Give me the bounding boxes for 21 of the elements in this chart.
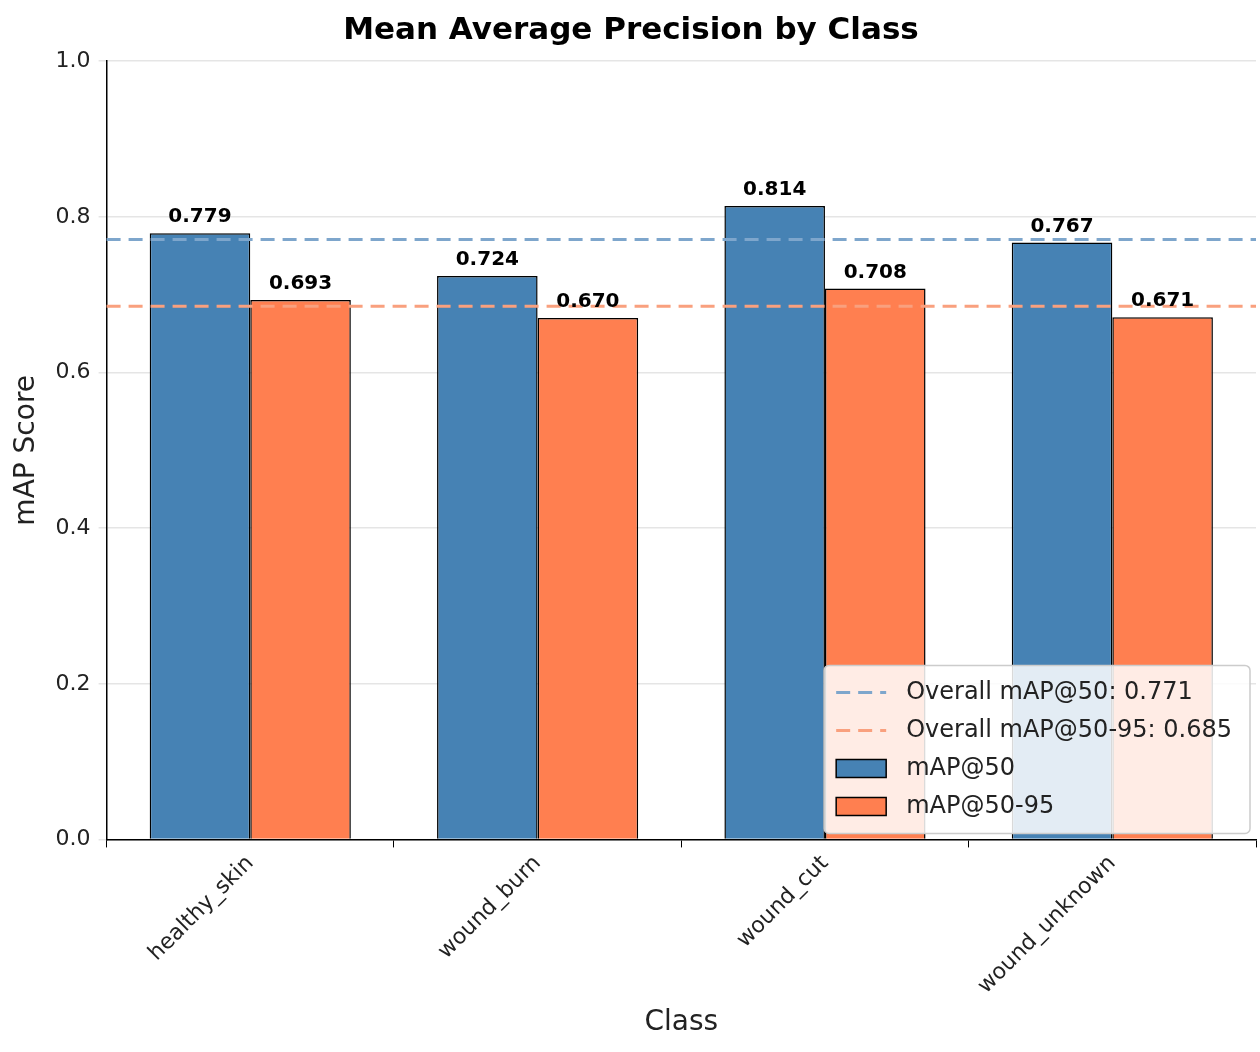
y-tick-label: 0.6 <box>55 358 91 384</box>
y-tick-label: 0.0 <box>55 825 91 851</box>
chart-title: Mean Average Precision by Class <box>343 9 919 46</box>
x-axis-title: Class <box>644 1004 719 1038</box>
y-axis-title: mAP Score <box>8 375 42 526</box>
y-tick-label: 0.4 <box>55 513 91 539</box>
legend-label: Overall mAP@50: 0.771 <box>906 676 1193 705</box>
y-tick-label: 0.8 <box>55 202 91 228</box>
legend-label: Overall mAP@50-95: 0.685 <box>906 714 1232 743</box>
legend-label: mAP@50 <box>906 752 1015 781</box>
legend-label: mAP@50-95 <box>906 790 1055 819</box>
data-label: 0.779 <box>168 203 232 228</box>
data-label: 0.671 <box>1130 287 1195 312</box>
y-tick-label: 1.0 <box>55 46 91 72</box>
data-label: 0.670 <box>556 288 620 313</box>
data-label: 0.693 <box>268 270 333 295</box>
y-tick-label: 0.2 <box>55 669 91 695</box>
data-label: 0.724 <box>455 246 519 271</box>
data-label: 0.814 <box>743 176 807 201</box>
data-label: 0.767 <box>1030 212 1094 237</box>
data-label: 0.708 <box>843 258 907 283</box>
